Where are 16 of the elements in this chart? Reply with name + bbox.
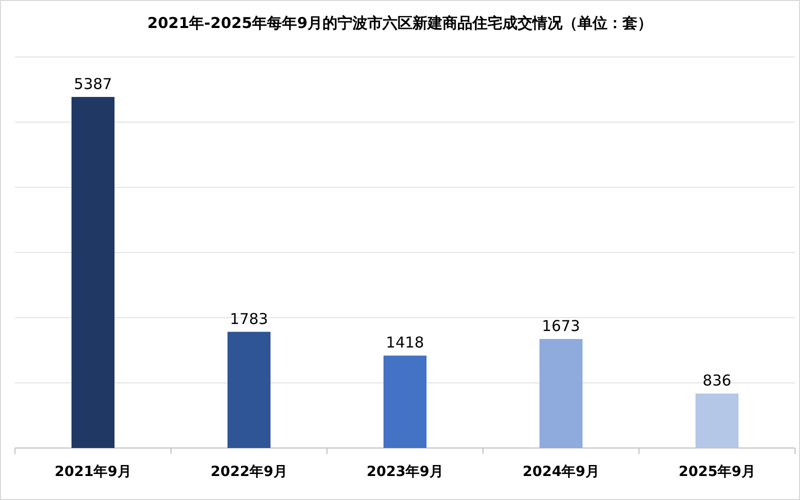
- bar: [72, 96, 114, 448]
- chart-title: 2021年-2025年每年9月的宁波市六区新建商品住宅成交情况（单位：套）: [147, 14, 653, 32]
- x-tick-label: 2024年9月: [522, 464, 600, 480]
- x-tick-label: 2022年9月: [210, 464, 288, 480]
- x-tick-label: 2025年9月: [678, 464, 756, 480]
- bar: [384, 356, 426, 448]
- x-tick-label: 2023年9月: [366, 464, 444, 480]
- data-label: 5387: [74, 74, 112, 93]
- x-tick-label: 2021年9月: [54, 464, 132, 480]
- data-label: 836: [702, 372, 732, 390]
- data-label: 1783: [230, 310, 268, 328]
- data-label: 1673: [542, 316, 580, 335]
- data-label: 1418: [386, 334, 424, 352]
- bar: [540, 338, 582, 448]
- bar: [228, 332, 270, 448]
- bar: [696, 394, 738, 448]
